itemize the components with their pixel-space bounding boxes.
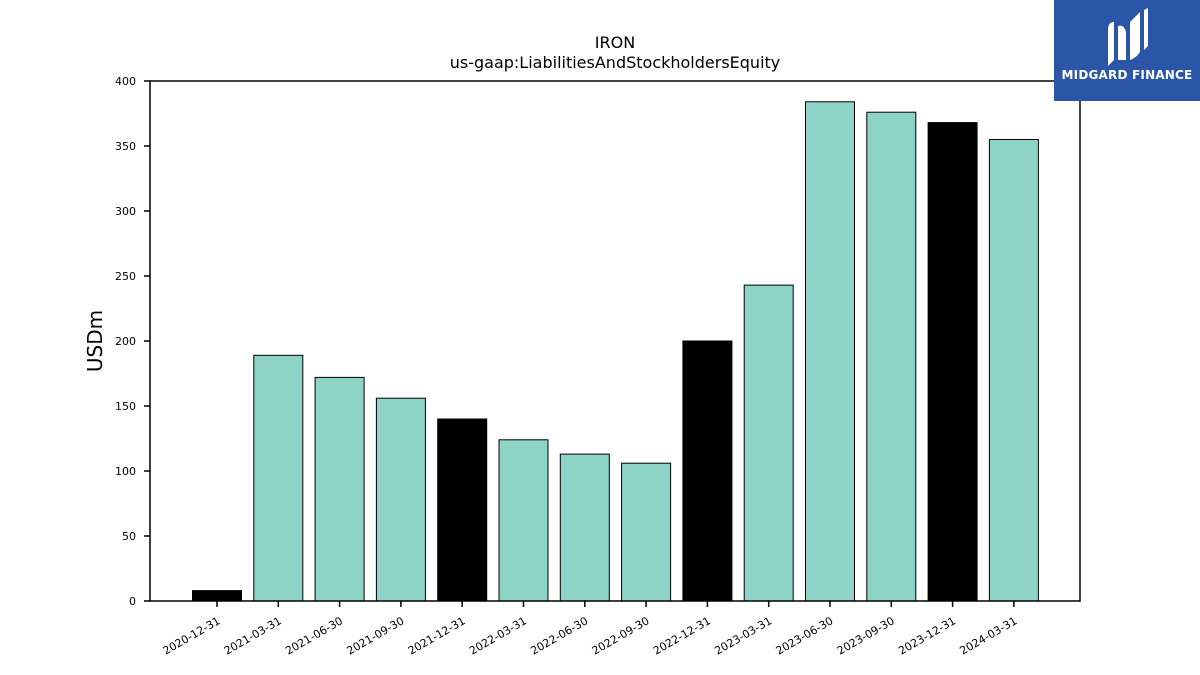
x-tick-label: 2023-09-30 xyxy=(835,614,897,657)
bar-2021-09-30 xyxy=(375,397,426,602)
bar-2022-06-30 xyxy=(559,453,610,602)
x-tick-label: 2023-03-31 xyxy=(712,614,774,657)
chart-title: IRON xyxy=(595,33,635,52)
midgard-finance-logo: MIDGARD FINANCE xyxy=(1054,0,1200,101)
logo-text: MIDGARD FINANCE xyxy=(1061,68,1193,82)
y-axis-label: USDm xyxy=(83,310,107,372)
bar-2022-03-31 xyxy=(498,439,549,602)
y-tick-label: 150 xyxy=(115,400,136,413)
x-tick-label: 2022-03-31 xyxy=(467,614,529,657)
x-tick-label: 2022-09-30 xyxy=(590,614,652,657)
y-tick-label: 400 xyxy=(115,75,136,88)
x-tick-label: 2022-06-30 xyxy=(528,614,590,657)
x-tick-label: 2023-12-31 xyxy=(896,614,958,657)
y-tick-label: 350 xyxy=(115,140,136,153)
x-tick-label: 2021-09-30 xyxy=(345,614,407,657)
bar-2023-03-31 xyxy=(743,284,794,602)
bar-2021-06-30 xyxy=(314,376,365,602)
y-tick-label: 300 xyxy=(115,205,136,218)
bar-2024-03-31 xyxy=(988,139,1039,602)
bar-2022-12-31 xyxy=(682,340,733,602)
x-tick-label: 2023-06-30 xyxy=(774,614,836,657)
bar-2023-09-30 xyxy=(866,111,917,602)
y-tick-label: 0 xyxy=(129,595,136,608)
chart-subtitle: us-gaap:LiabilitiesAndStockholdersEquity xyxy=(450,53,781,72)
bar-2021-03-31 xyxy=(253,354,304,602)
bar-2023-12-31 xyxy=(927,122,978,602)
x-tick-label: 2021-03-31 xyxy=(222,614,284,657)
bars-group xyxy=(192,101,1039,602)
bar-2022-09-30 xyxy=(621,462,672,602)
y-tick-label: 100 xyxy=(115,465,136,478)
y-tick-label: 50 xyxy=(122,530,136,543)
midgard-logo-mark-icon xyxy=(1108,8,1148,66)
x-ticks-group: 2020-12-31 2021-03-31 2021-06-30 2021-09-30… xyxy=(161,601,1020,658)
y-tick-label: 250 xyxy=(115,270,136,283)
x-tick-label: 2021-06-30 xyxy=(283,614,345,657)
bar-2020-12-31 xyxy=(192,590,242,602)
y-tick-label: 200 xyxy=(115,335,136,348)
x-tick-label: 2024-03-31 xyxy=(958,614,1020,657)
plot-frame xyxy=(149,80,1081,602)
y-ticks-group: 0 50 100 150 200 250 300 350 400 xyxy=(115,75,150,608)
bar-2021-12-31 xyxy=(437,418,488,602)
x-tick-label: 2022-12-31 xyxy=(651,614,713,657)
bar-2023-06-30 xyxy=(805,101,855,602)
x-tick-label: 2020-12-31 xyxy=(161,614,223,657)
x-tick-label: 2021-12-31 xyxy=(406,614,468,657)
